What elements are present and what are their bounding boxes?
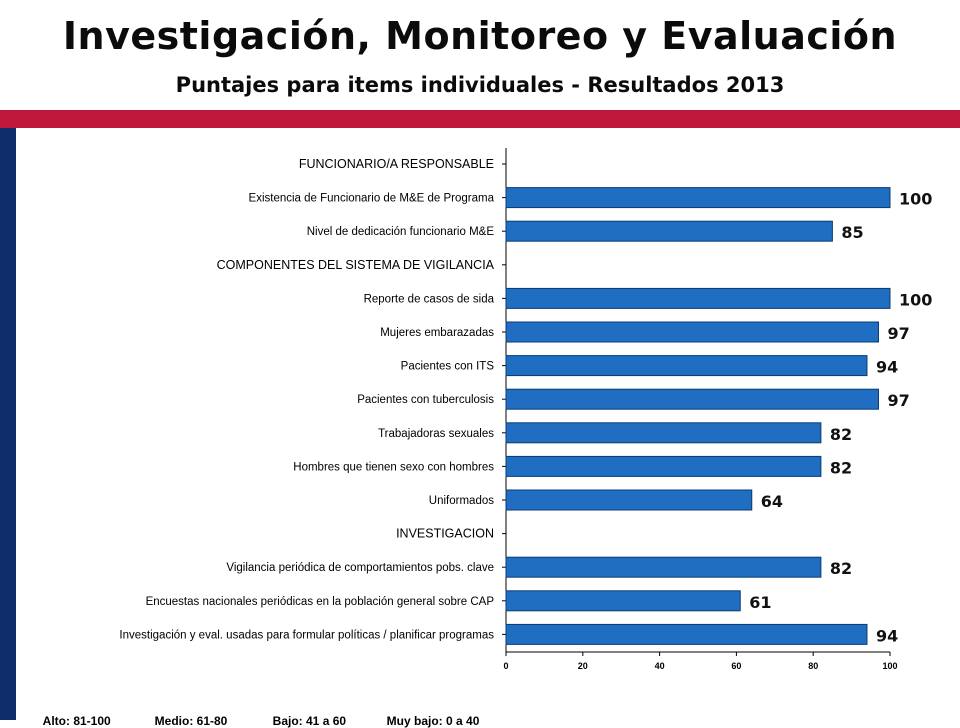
legend-alto: Alto: 81-100 (42, 714, 111, 728)
data-label: 100 (899, 190, 932, 209)
side-stripe (0, 128, 16, 720)
legend-bajo: Bajo: 41 a 60 (272, 714, 347, 728)
accent-stripe (0, 110, 960, 128)
category-label: Mujeres embarazadas (380, 327, 494, 339)
section-label: INVESTIGACION (396, 527, 494, 541)
x-tick-label: 0 (503, 661, 508, 671)
category-label: Vigilancia periódica de comportamientos … (226, 562, 494, 574)
legend-medio: Medio: 61-80 (154, 714, 228, 728)
header: Investigación, Monitoreo y Evaluación Pu… (0, 0, 960, 110)
category-label: Encuestas nacionales periódicas en la po… (146, 596, 495, 608)
bar (505, 287, 891, 309)
category-label: Existencia de Funcionario de M&E de Prog… (249, 193, 495, 205)
data-label: 82 (830, 559, 852, 578)
x-tick-label: 40 (655, 661, 665, 671)
bar (505, 455, 822, 477)
section-label: FUNCIONARIO/A RESPONSABLE (299, 157, 494, 171)
bar (505, 388, 879, 410)
category-label: Investigación y eval. usadas para formul… (119, 629, 494, 641)
x-tick-label: 80 (808, 661, 818, 671)
x-tick-label: 100 (882, 661, 897, 671)
bar (505, 623, 868, 645)
category-label: Trabajadoras sexuales (378, 428, 494, 440)
data-label: 100 (899, 290, 932, 309)
x-tick-label: 60 (731, 661, 741, 671)
section-label: COMPONENTES DEL SISTEMA DE VIGILANCIA (217, 258, 495, 272)
bar (505, 220, 833, 242)
score-legend: Alto: 81-100 Medio: 61-80 Bajo: 41 a 60 Muy… (36, 700, 480, 728)
data-label: 97 (887, 324, 909, 343)
category-label: Hombres que tienen sexo con hombres (293, 461, 494, 473)
bar (505, 187, 891, 209)
page-subtitle: Puntajes para items individuales - Resul… (175, 73, 785, 97)
category-label: Pacientes con tuberculosis (357, 394, 494, 406)
bar (505, 489, 753, 511)
bar (505, 355, 868, 377)
bar (505, 556, 822, 578)
data-label: 94 (876, 358, 898, 377)
data-label: 64 (761, 492, 783, 511)
data-label: 82 (830, 425, 852, 444)
bar (505, 422, 822, 444)
x-tick-label: 20 (578, 661, 588, 671)
legend-muy-bajo: Muy bajo: 0 a 40 (386, 714, 480, 728)
category-label: Reporte de casos de sida (364, 293, 495, 305)
page-title: Investigación, Monitoreo y Evaluación (62, 14, 898, 58)
bar (505, 590, 741, 612)
data-label: 85 (841, 223, 863, 242)
category-label: Uniformados (429, 495, 494, 507)
category-label: Nivel de dedicación funcionario M&E (307, 226, 495, 238)
category-label: Pacientes con ITS (401, 361, 495, 373)
bar-chart: FUNCIONARIO/A RESPONSABLE Existencia de F… (119, 148, 932, 671)
bar (505, 321, 879, 343)
data-label: 61 (749, 593, 771, 612)
data-label: 97 (887, 391, 909, 410)
data-label: 94 (876, 626, 898, 645)
data-label: 82 (830, 458, 852, 477)
